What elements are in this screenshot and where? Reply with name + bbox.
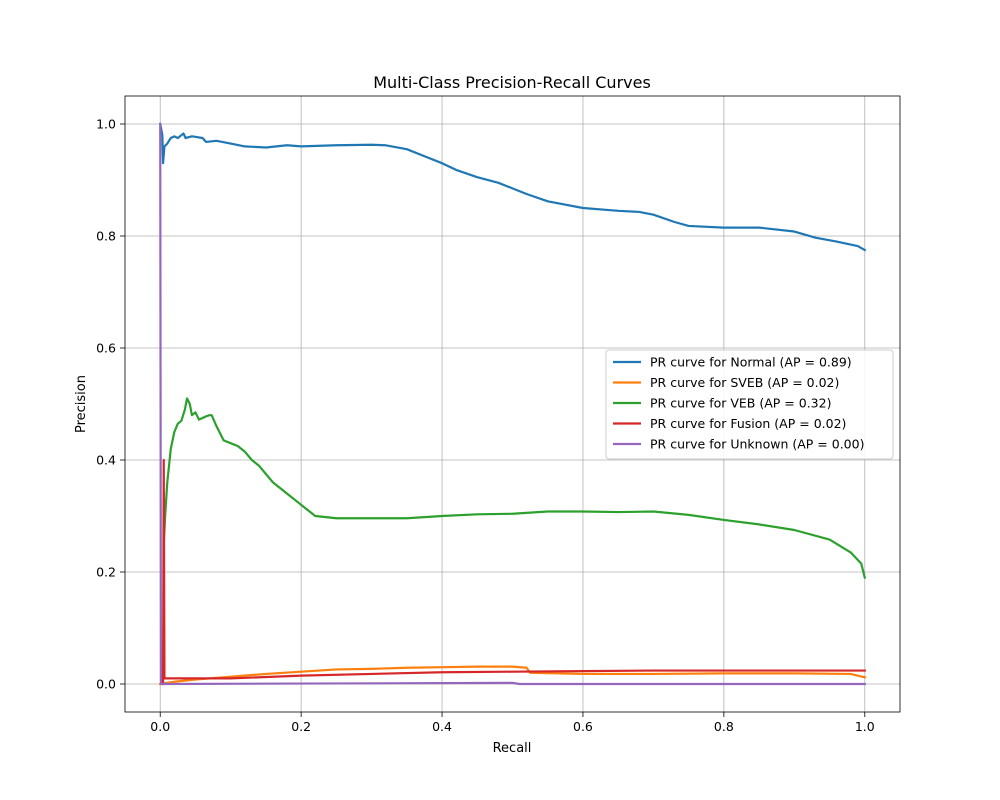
x-tick-label: 1.0 (855, 719, 875, 734)
y-axis-ticks: 0.0 0.2 0.4 0.6 0.8 1.0 (96, 117, 125, 692)
legend-label: PR curve for Normal (AP = 0.89) (650, 355, 852, 370)
x-axis-ticks: 0.0 0.2 0.4 0.6 0.8 1.0 (150, 712, 875, 734)
y-tick-label: 1.0 (96, 117, 116, 132)
x-tick-label: 0.4 (432, 719, 452, 734)
y-tick-label: 0.2 (96, 565, 116, 580)
legend-box (605, 349, 894, 460)
legend-label: PR curve for SVEB (AP = 0.02) (650, 375, 839, 390)
legend-label: PR curve for Fusion (AP = 0.02) (650, 416, 846, 431)
y-tick-label: 0.4 (96, 453, 116, 468)
plot-frame (124, 95, 901, 713)
chart-title: Multi-Class Precision-Recall Curves (373, 73, 651, 92)
y-tick-label: 0.0 (96, 677, 116, 692)
y-tick-label: 0.6 (96, 341, 116, 356)
y-axis-label: Precision (74, 375, 89, 433)
x-axis-label: Recall (493, 741, 532, 756)
x-tick-label: 0.6 (573, 719, 593, 734)
legend-entries: PR curve for Normal (AP = 0.89) PR curve … (613, 355, 864, 452)
series-line-pr-curve-for-sveb (158, 665, 867, 686)
legend-label: PR curve for Unknown (AP = 0.00) (650, 437, 864, 452)
series-lines (158, 122, 867, 686)
legend: PR curve for Normal (AP = 0.89) PR curve … (605, 349, 894, 460)
x-tick-label: 0.2 (291, 719, 311, 734)
legend-label: PR curve for VEB (AP = 0.32) (650, 396, 831, 411)
x-tick-label: 0.0 (150, 719, 170, 734)
x-tick-label: 0.8 (714, 719, 734, 734)
y-tick-label: 0.8 (96, 229, 116, 244)
series-line-pr-curve-for-normal (158, 122, 867, 252)
grid (125, 96, 900, 712)
series-line-pr-curve-for-unknown (159, 122, 866, 686)
series-line-pr-curve-for-veb (162, 397, 867, 579)
series-line-pr-curve-for-fusion (161, 458, 866, 686)
